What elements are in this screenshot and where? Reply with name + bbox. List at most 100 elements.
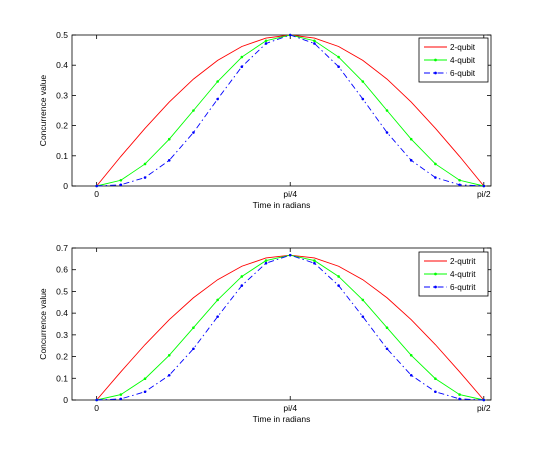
data-point: [385, 109, 389, 112]
data-point: [385, 326, 389, 329]
data-point: [167, 373, 171, 377]
data-point: [361, 315, 365, 318]
data-point: [119, 393, 123, 396]
data-point: [240, 284, 244, 287]
data-point: [337, 275, 340, 278]
x-tick-label: pi/4: [283, 189, 297, 199]
data-point: [482, 398, 486, 402]
y-tick-label: 0: [63, 181, 68, 191]
y-axis-label: Concurrence value: [38, 75, 48, 147]
data-point: [313, 39, 316, 43]
data-point: [95, 184, 98, 188]
data-point: [288, 253, 292, 257]
data-point: [119, 397, 123, 401]
x-tick-label: 0: [94, 403, 99, 413]
legend-label: 6-qutrit: [450, 283, 476, 292]
data-point: [264, 39, 268, 43]
y-tick-label: 0.3: [56, 330, 68, 340]
y-tick-label: 0.4: [56, 308, 68, 318]
legend-label: 4-qubit: [450, 56, 476, 65]
y-tick-label: 0.7: [56, 243, 68, 253]
data-point: [385, 131, 389, 134]
data-point: [119, 183, 123, 187]
y-tick-label: 0: [63, 395, 68, 405]
data-point: [192, 347, 195, 351]
data-point: [143, 390, 147, 394]
series-3: [95, 253, 486, 402]
data-point: [361, 80, 365, 83]
legend-label: 2-qubit: [450, 43, 476, 52]
data-point: [264, 42, 268, 45]
data-point: [313, 259, 316, 262]
data-point: [95, 398, 98, 402]
data-point: [167, 159, 171, 162]
data-point: [409, 373, 413, 377]
data-point: [216, 97, 219, 101]
data-point: [458, 183, 461, 187]
data-point: [361, 97, 365, 101]
y-tick-label: 0.4: [56, 60, 68, 70]
data-point: [216, 315, 219, 318]
data-point: [143, 176, 147, 179]
data-point: [409, 353, 413, 357]
data-point: [361, 298, 365, 302]
series-3: [95, 33, 486, 188]
x-axis-label: Time in radians: [253, 414, 311, 424]
data-point: [192, 131, 195, 134]
data-point: [264, 259, 268, 262]
legend-marker: [434, 285, 437, 289]
data-point: [240, 55, 244, 59]
data-point: [216, 80, 219, 83]
data-point: [337, 284, 340, 287]
data-point: [337, 55, 340, 59]
data-point: [337, 65, 340, 69]
data-point: [458, 393, 461, 396]
y-tick-label: 0.3: [56, 90, 68, 100]
plot-2: 0 0.1 0.2 0.3 0.4 0.5 0.6 0.7 0 pi/4 pi/2 Time in r…: [38, 243, 492, 424]
plot-1: 0 0.1 0.2 0.3 0.4 0.5 0 pi/4 pi/2 Time in radians…: [38, 30, 492, 210]
y-tick-label: 0.5: [56, 30, 68, 40]
y-tick-label: 0.1: [56, 373, 68, 383]
data-point: [264, 261, 268, 265]
y-tick-label: 0.2: [56, 352, 68, 362]
data-point: [482, 184, 486, 188]
legend: 2-qutrit 4-qutrit 6-qutrit: [418, 251, 489, 297]
data-point: [143, 377, 147, 381]
data-point: [313, 42, 316, 45]
data-point: [458, 178, 461, 182]
data-point: [192, 109, 195, 112]
legend-label: 2-qutrit: [450, 257, 476, 266]
x-tick-label: pi/2: [477, 403, 491, 413]
y-tick-label: 0.1: [56, 151, 68, 161]
x-tick-label: pi/2: [477, 189, 491, 199]
y-tick-label: 0.6: [56, 265, 68, 275]
data-point: [458, 397, 461, 401]
data-point: [434, 162, 437, 166]
data-point: [216, 298, 219, 302]
legend-marker: [434, 272, 437, 276]
data-point: [409, 159, 413, 162]
legend: 2-qubit 4-qubit 6-qubit: [418, 37, 489, 83]
data-point: [167, 353, 171, 357]
legend-marker: [434, 58, 437, 62]
data-point: [313, 261, 316, 265]
y-tick-label: 0.2: [56, 121, 68, 131]
data-point: [143, 162, 147, 166]
data-point: [119, 178, 123, 182]
x-tick-label: 0: [94, 189, 99, 199]
data-point: [167, 137, 171, 141]
data-point: [240, 275, 244, 278]
data-point: [385, 347, 389, 351]
data-point: [240, 65, 244, 69]
data-point: [288, 33, 292, 37]
data-point: [434, 390, 437, 394]
data-point: [192, 326, 195, 329]
x-axis-label: Time in radians: [253, 200, 311, 210]
legend-label: 4-qutrit: [450, 270, 476, 279]
data-point: [434, 377, 437, 381]
data-point: [409, 137, 413, 141]
legend-label: 6-qubit: [450, 69, 476, 78]
y-tick-label: 0.5: [56, 286, 68, 296]
x-tick-label: pi/4: [283, 403, 297, 413]
